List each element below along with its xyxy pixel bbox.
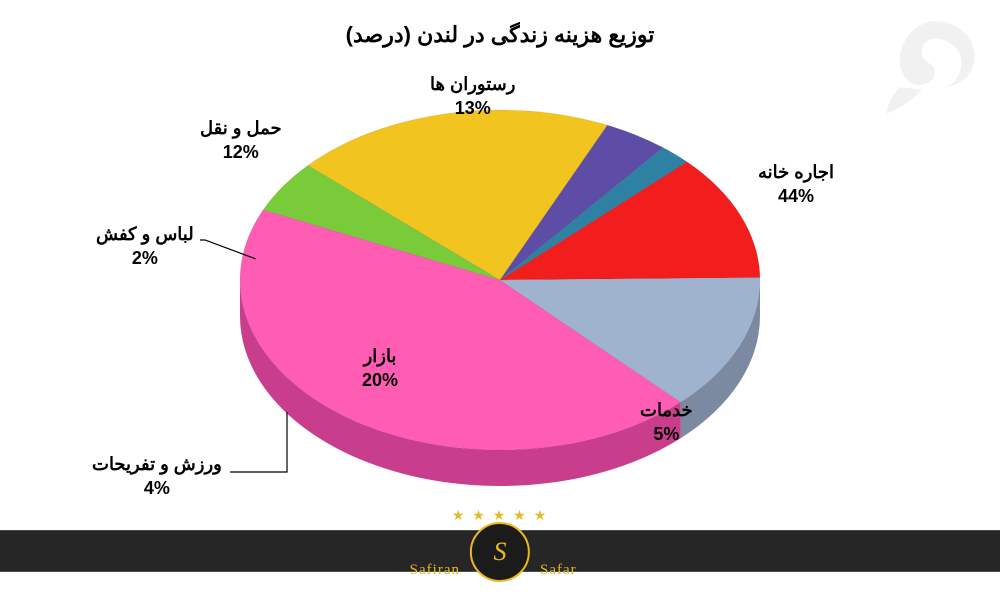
- chart-container: توزیع هزینه زندگی در لندن (درصد) اجاره خ…: [0, 0, 1000, 600]
- slice-label: خدمات5%: [640, 398, 693, 447]
- slice-label: حمل و نقل12%: [200, 116, 282, 165]
- watermark-logo: [880, 8, 990, 118]
- slice-label: ورزش و تفریحات4%: [92, 452, 222, 501]
- slice-label: اجاره خانه44%: [758, 160, 834, 209]
- stars-icon: ★ ★ ★ ★ ★: [452, 507, 548, 524]
- slice-label: لباس و کفش2%: [96, 222, 194, 271]
- footer-logo: ★ ★ ★ ★ ★ S: [452, 507, 548, 582]
- slice-label: رستوران ها13%: [430, 72, 515, 121]
- slice-label: بازار20%: [362, 344, 398, 393]
- badge-icon: S: [470, 522, 530, 582]
